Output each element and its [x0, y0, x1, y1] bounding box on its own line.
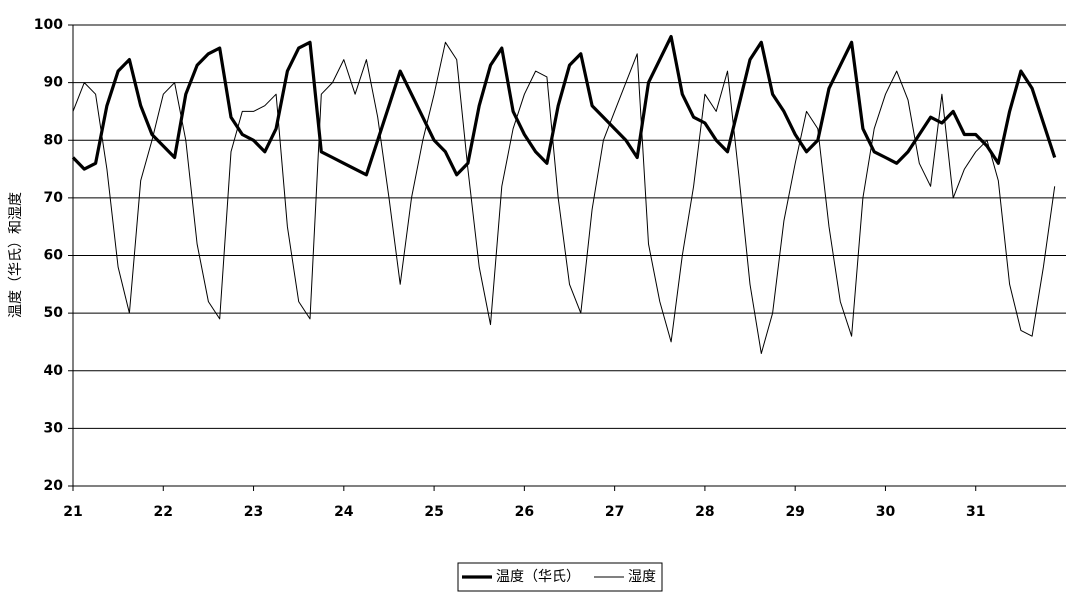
y-tick-label: 90	[44, 75, 64, 91]
legend-label: 温度（华氏）	[496, 569, 580, 585]
x-tick-label: 22	[154, 504, 173, 520]
y-tick-label: 20	[44, 478, 64, 494]
x-tick-label: 25	[424, 504, 443, 520]
legend-label: 湿度	[628, 569, 656, 585]
data-line	[71, 34, 1057, 177]
x-tick-label: 30	[876, 504, 896, 520]
legend: 温度（华氏） 湿度	[457, 562, 663, 592]
x-tick-label: 26	[515, 504, 534, 520]
y-tick-label: 100	[34, 17, 63, 33]
y-tick-label: 50	[44, 305, 64, 321]
y-axis-label: 温度（华氏）和湿度	[8, 192, 24, 318]
y-tick-label: 80	[44, 132, 64, 148]
y-tick-label: 70	[44, 190, 64, 206]
x-tick-label: 27	[605, 504, 624, 520]
x-tick-label: 23	[244, 504, 263, 520]
x-tick-label: 24	[334, 504, 354, 520]
x-tick-label: 31	[966, 504, 985, 520]
x-tick-label: 28	[695, 504, 714, 520]
y-tick-label: 60	[44, 248, 64, 264]
data-line	[72, 41, 1056, 354]
y-tick-label: 30	[44, 420, 64, 436]
x-tick-label: 21	[63, 504, 82, 520]
x-tick-label: 29	[785, 504, 804, 520]
y-tick-label: 40	[44, 363, 64, 379]
